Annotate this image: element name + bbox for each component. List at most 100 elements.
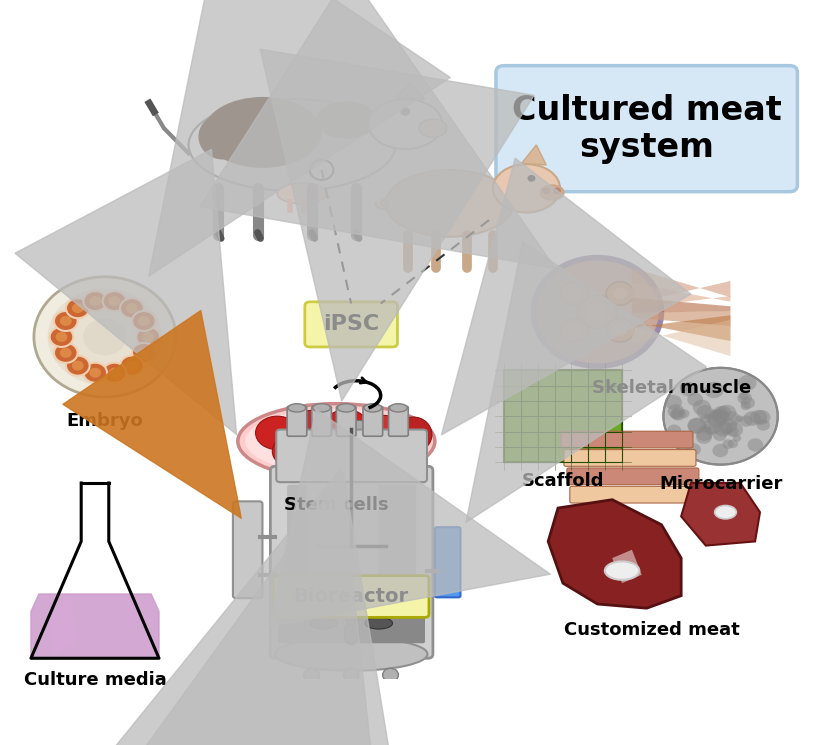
Circle shape <box>126 303 138 313</box>
Circle shape <box>737 392 752 405</box>
Circle shape <box>103 291 127 311</box>
FancyBboxPatch shape <box>363 406 382 437</box>
Circle shape <box>670 408 685 420</box>
Polygon shape <box>632 298 730 313</box>
Circle shape <box>553 188 561 194</box>
Circle shape <box>735 415 743 422</box>
Circle shape <box>606 282 634 305</box>
Circle shape <box>54 311 78 331</box>
Polygon shape <box>395 84 425 99</box>
Ellipse shape <box>317 101 376 139</box>
Ellipse shape <box>493 164 560 212</box>
Circle shape <box>72 361 83 370</box>
Ellipse shape <box>238 404 435 479</box>
Circle shape <box>132 311 156 331</box>
Circle shape <box>688 418 706 434</box>
Circle shape <box>696 426 713 441</box>
Polygon shape <box>681 483 760 545</box>
Ellipse shape <box>395 417 432 452</box>
Text: Customized meat: Customized meat <box>564 621 739 638</box>
Circle shape <box>126 361 138 370</box>
Ellipse shape <box>364 404 382 412</box>
Circle shape <box>103 363 127 383</box>
Circle shape <box>671 409 683 419</box>
Ellipse shape <box>292 410 332 447</box>
Circle shape <box>721 411 740 427</box>
Ellipse shape <box>390 404 408 412</box>
Text: Bioreactor: Bioreactor <box>293 587 408 606</box>
Circle shape <box>66 298 90 318</box>
Circle shape <box>343 668 359 682</box>
Text: Microcarrier: Microcarrier <box>659 475 782 492</box>
Circle shape <box>138 348 150 358</box>
Circle shape <box>725 422 743 437</box>
Circle shape <box>748 438 763 451</box>
Circle shape <box>704 413 712 420</box>
Circle shape <box>89 368 101 378</box>
Polygon shape <box>521 145 547 165</box>
Circle shape <box>142 332 154 342</box>
Circle shape <box>706 427 716 435</box>
Circle shape <box>713 429 727 441</box>
Ellipse shape <box>256 416 299 449</box>
Circle shape <box>665 395 682 410</box>
Ellipse shape <box>337 404 355 412</box>
Circle shape <box>721 427 731 435</box>
Circle shape <box>304 668 319 682</box>
Circle shape <box>753 410 770 425</box>
Ellipse shape <box>313 404 330 412</box>
Circle shape <box>83 319 127 355</box>
FancyBboxPatch shape <box>567 468 699 485</box>
Circle shape <box>739 392 748 400</box>
FancyBboxPatch shape <box>233 501 262 598</box>
Ellipse shape <box>312 431 351 460</box>
Polygon shape <box>47 600 75 653</box>
Circle shape <box>56 332 67 342</box>
FancyBboxPatch shape <box>337 406 356 437</box>
Circle shape <box>132 343 156 363</box>
Polygon shape <box>31 594 159 659</box>
Ellipse shape <box>275 638 427 670</box>
Ellipse shape <box>715 506 736 519</box>
Ellipse shape <box>324 410 368 443</box>
Circle shape <box>741 397 755 409</box>
Circle shape <box>677 439 692 451</box>
Circle shape <box>728 427 739 436</box>
Circle shape <box>709 409 719 418</box>
FancyBboxPatch shape <box>569 486 702 503</box>
Circle shape <box>679 409 690 418</box>
Circle shape <box>693 399 711 415</box>
Ellipse shape <box>290 431 328 460</box>
Circle shape <box>568 288 582 299</box>
FancyBboxPatch shape <box>307 485 379 640</box>
Ellipse shape <box>540 185 564 200</box>
Circle shape <box>704 381 724 398</box>
Circle shape <box>578 295 617 329</box>
Ellipse shape <box>343 433 385 466</box>
Circle shape <box>676 434 685 440</box>
Circle shape <box>60 316 72 326</box>
Text: Culture media: Culture media <box>24 670 167 689</box>
Circle shape <box>722 440 734 449</box>
Circle shape <box>109 296 120 306</box>
Ellipse shape <box>344 621 358 645</box>
Circle shape <box>716 406 731 419</box>
Circle shape <box>757 419 770 431</box>
Circle shape <box>561 282 588 305</box>
FancyBboxPatch shape <box>496 66 797 191</box>
Circle shape <box>120 298 144 318</box>
Polygon shape <box>632 315 730 341</box>
Circle shape <box>614 324 627 336</box>
Circle shape <box>66 355 90 375</box>
Ellipse shape <box>419 119 447 137</box>
FancyBboxPatch shape <box>312 406 332 437</box>
Polygon shape <box>632 320 730 356</box>
Circle shape <box>700 424 712 433</box>
Circle shape <box>733 434 741 442</box>
Circle shape <box>712 409 730 424</box>
Ellipse shape <box>363 416 404 447</box>
FancyBboxPatch shape <box>274 576 429 618</box>
Ellipse shape <box>365 618 392 629</box>
Circle shape <box>708 414 726 429</box>
Text: Skeletal muscle: Skeletal muscle <box>592 378 751 396</box>
